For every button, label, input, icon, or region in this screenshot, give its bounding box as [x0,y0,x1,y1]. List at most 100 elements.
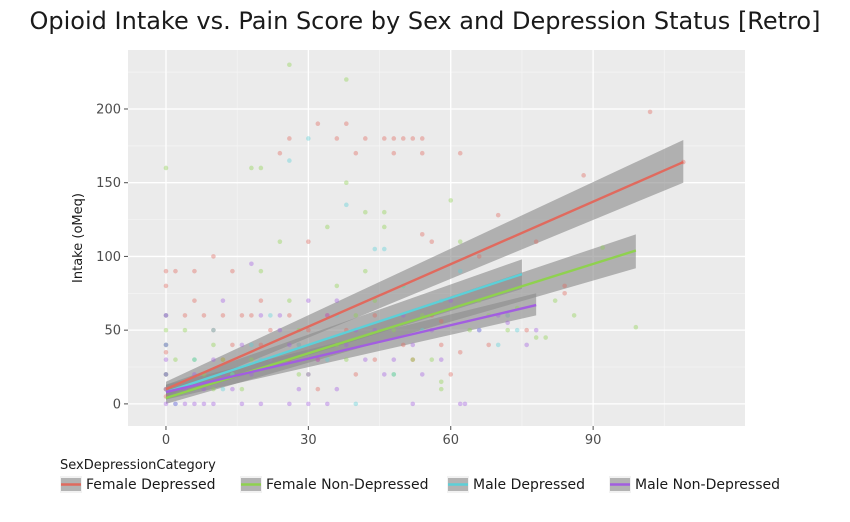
data-point [419,136,425,141]
data-point [448,198,454,203]
data-point [438,357,444,362]
data-point [562,290,567,296]
data-point [325,401,330,407]
data-point [372,357,378,362]
data-point [268,327,273,333]
y-tick-label: 150 [96,176,121,191]
data-point [163,342,169,348]
data-point [363,136,368,141]
data-point [258,268,264,274]
data-point [363,209,368,215]
data-point [325,357,330,362]
data-point [400,136,406,141]
data-point [381,136,387,141]
data-point [467,327,473,333]
data-point [410,401,416,407]
legend-label: Female Depressed [86,477,216,493]
data-point [306,372,311,377]
fit-line [165,272,523,394]
data-point [287,342,292,348]
data-point [306,327,311,333]
data-point [410,136,416,141]
data-point [457,268,463,274]
data-point [353,372,359,377]
data-point [211,254,216,259]
data-point [287,158,292,163]
data-point [381,209,387,215]
x-tick-label: 60 [442,433,459,448]
data-point [277,150,283,156]
data-point [325,224,330,230]
data-point [277,313,283,318]
legend-items: Female Depressed Female Non-Depressed Male… [60,476,780,493]
data-point [486,342,492,348]
data-point [163,165,169,171]
data-point [220,357,226,362]
data-point [400,342,406,348]
data-point [239,386,245,392]
data-point [391,372,397,377]
data-point [315,121,321,127]
data-point [239,342,245,348]
data-point [571,313,577,318]
data-point [211,401,216,407]
data-point [306,239,311,244]
data-point [344,180,349,186]
data-point [372,313,378,318]
data-point [220,386,226,392]
data-point [173,401,178,407]
data-point [201,386,207,392]
x-tick-label: 30 [300,433,317,448]
data-point [344,202,349,208]
legend: SexDepressionCategory Female Depressed Fe… [60,458,780,493]
data-point [258,165,264,171]
data-point [495,342,501,348]
legend-label: Male Non-Depressed [635,477,780,493]
data-point [457,349,463,355]
data-point [192,298,197,303]
data-point [287,313,292,318]
data-point [277,327,283,333]
data-point [173,268,178,274]
data-point [344,77,349,82]
y-axis-title: Intake (oMeq) [71,193,86,283]
data-point [633,324,639,330]
data-point [334,386,340,392]
data-point [505,327,510,333]
data-point [287,401,292,407]
data-point [524,327,529,333]
data-point [163,327,169,333]
data-point [220,298,226,303]
chart-title: Opioid Intake vs. Pain Score by Sex and … [30,7,821,35]
data-point [419,372,425,377]
data-point [429,357,435,362]
fit-line [165,303,537,394]
data-point [230,342,235,348]
data-point [296,342,302,348]
data-point [495,212,501,218]
data-point [287,136,292,141]
x-tick-label: 90 [585,433,602,448]
data-point [438,379,444,385]
data-point [334,298,340,303]
y-tick-label: 50 [104,324,121,339]
data-point [438,319,444,324]
data-point [363,357,368,362]
data-point [296,372,302,377]
data-point [462,401,468,407]
data-point [344,121,349,127]
data-point [163,313,169,318]
data-point [163,372,169,377]
data-point [163,372,169,377]
data-point [239,401,245,407]
data-point [391,327,397,333]
y-tick-label: 200 [96,102,121,117]
data-point [296,386,302,392]
data-point [182,401,188,407]
data-point [448,298,454,303]
legend-label: Male Depressed [473,477,585,493]
data-point [457,239,463,244]
data-point [296,342,302,348]
data-point [391,136,397,141]
